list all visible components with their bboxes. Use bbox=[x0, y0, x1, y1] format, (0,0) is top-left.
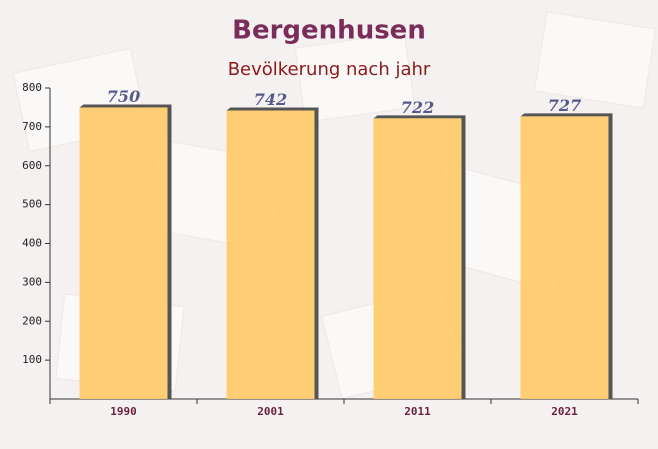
value-label: 727 bbox=[548, 96, 581, 115]
bar bbox=[226, 110, 315, 400]
y-tick-label: 500 bbox=[22, 198, 42, 211]
value-label: 750 bbox=[107, 87, 140, 106]
x-tick-label: 1990 bbox=[110, 405, 137, 418]
x-tick-label: 2011 bbox=[404, 405, 431, 418]
bar bbox=[373, 118, 462, 399]
chart-subtitle: Bevölkerung nach jahr bbox=[228, 59, 431, 80]
chart-title: Bergenhusen bbox=[232, 16, 426, 46]
y-tick-label: 200 bbox=[22, 314, 42, 327]
y-tick-label: 600 bbox=[22, 159, 42, 172]
bar bbox=[79, 107, 168, 399]
x-tick-label: 2001 bbox=[257, 405, 284, 418]
y-tick-label: 300 bbox=[22, 275, 42, 288]
y-tick-label: 400 bbox=[22, 237, 42, 250]
y-tick-label: 800 bbox=[22, 81, 42, 94]
y-tick-label: 700 bbox=[22, 120, 42, 133]
y-tick-label: 100 bbox=[22, 353, 42, 366]
value-label: 742 bbox=[254, 90, 287, 109]
value-label: 722 bbox=[401, 98, 434, 117]
x-tick-label: 2021 bbox=[551, 405, 578, 418]
bar bbox=[520, 116, 609, 399]
